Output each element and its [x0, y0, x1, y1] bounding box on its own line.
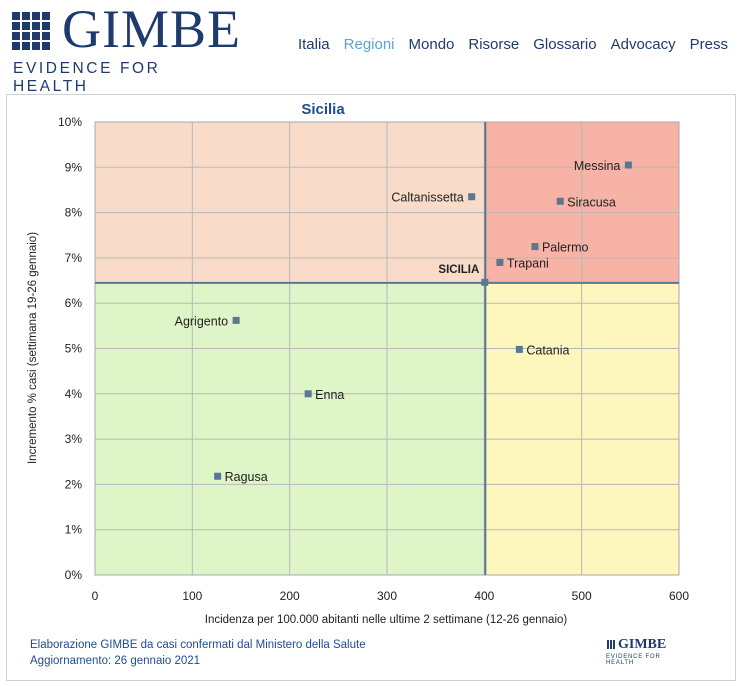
point-marker-sicilia [481, 278, 489, 286]
x-tick-label: 400 [474, 589, 494, 603]
point-label-trapani: Trapani [507, 256, 549, 270]
mini-logo-wordmark: GIMBE [618, 637, 667, 652]
point-marker-ragusa [214, 472, 222, 480]
point-label-enna: Enna [315, 388, 344, 402]
x-tick-label: 0 [92, 589, 99, 603]
point-marker-catania [515, 345, 523, 353]
x-axis-label: Incidenza per 100.000 abitanti nelle ult… [205, 614, 568, 626]
footer-gimbe-logo: GIMBE EVIDENCE FOR HEALTH [606, 637, 686, 666]
point-marker-trapani [496, 258, 504, 266]
y-tick-label: 3% [65, 432, 83, 446]
point-marker-agrigento [232, 316, 240, 324]
gimbe-logo[interactable]: GIMBE EVIDENCE FOR HEALTH [12, 2, 242, 95]
y-axis-label: Incremento % casi (settimana 19-26 genna… [27, 232, 39, 464]
mini-logo-grid-icon [607, 640, 616, 649]
y-tick-label: 5% [65, 342, 83, 356]
y-tick-label: 1% [65, 523, 83, 537]
y-tick-label: 8% [65, 206, 83, 220]
y-tick-label: 2% [65, 477, 83, 491]
logo-grid-icon [12, 12, 52, 52]
point-marker-siracusa [556, 197, 564, 205]
nav-item-mondo[interactable]: Mondo [408, 36, 455, 53]
point-marker-enna [304, 390, 312, 398]
y-tick-label: 7% [65, 251, 83, 265]
logo-wordmark: GIMBE [62, 0, 241, 59]
point-marker-messina [624, 161, 632, 169]
plot-border [94, 121, 680, 576]
y-tick-label: 9% [65, 160, 83, 174]
footer-updated: Aggiornamento: 26 gennaio 2021 [30, 655, 201, 667]
nav-item-glossario[interactable]: Glossario [533, 36, 597, 53]
nav-item-advocacy[interactable]: Advocacy [610, 36, 676, 53]
nav-item-risorse[interactable]: Risorse [468, 36, 520, 53]
logo-tagline: EVIDENCE FOR HEALTH [13, 60, 161, 95]
y-tick-label: 0% [65, 568, 83, 582]
x-tick-label: 100 [182, 589, 202, 603]
main-nav: Italia Regioni Mondo Risorse Glossario A… [298, 36, 728, 53]
point-label-caltanissetta: Caltanissetta [391, 191, 463, 205]
footer-source: Elaborazione GIMBE da casi confermati da… [30, 639, 366, 651]
mini-logo-tagline: EVIDENCE FOR HEALTH [606, 654, 661, 666]
footer-note: Elaborazione GIMBE da casi confermati da… [30, 637, 366, 669]
y-tick-label: 10% [58, 115, 82, 129]
site-header: GIMBE EVIDENCE FOR HEALTH Italia Regioni… [0, 0, 740, 95]
x-tick-label: 500 [572, 589, 592, 603]
point-marker-palermo [531, 243, 539, 251]
point-label-messina: Messina [574, 159, 621, 173]
nav-item-italia[interactable]: Italia [297, 36, 330, 53]
reference-label: SICILIA [438, 264, 479, 276]
y-tick-label: 6% [65, 296, 83, 310]
point-label-siracusa: Siracusa [567, 195, 616, 209]
point-marker-caltanissetta [468, 193, 476, 201]
nav-item-regioni[interactable]: Regioni [343, 36, 395, 53]
x-tick-label: 200 [280, 589, 300, 603]
point-label-agrigento: Agrigento [175, 314, 229, 328]
point-label-ragusa: Ragusa [225, 470, 268, 484]
point-label-catania: Catania [526, 343, 569, 357]
x-tick-label: 300 [377, 589, 397, 603]
point-label-palermo: Palermo [542, 241, 589, 255]
chart-title: Sicilia [301, 101, 345, 118]
nav-item-press[interactable]: Press [689, 36, 728, 53]
x-tick-label: 600 [669, 589, 689, 603]
y-tick-label: 4% [65, 387, 83, 401]
